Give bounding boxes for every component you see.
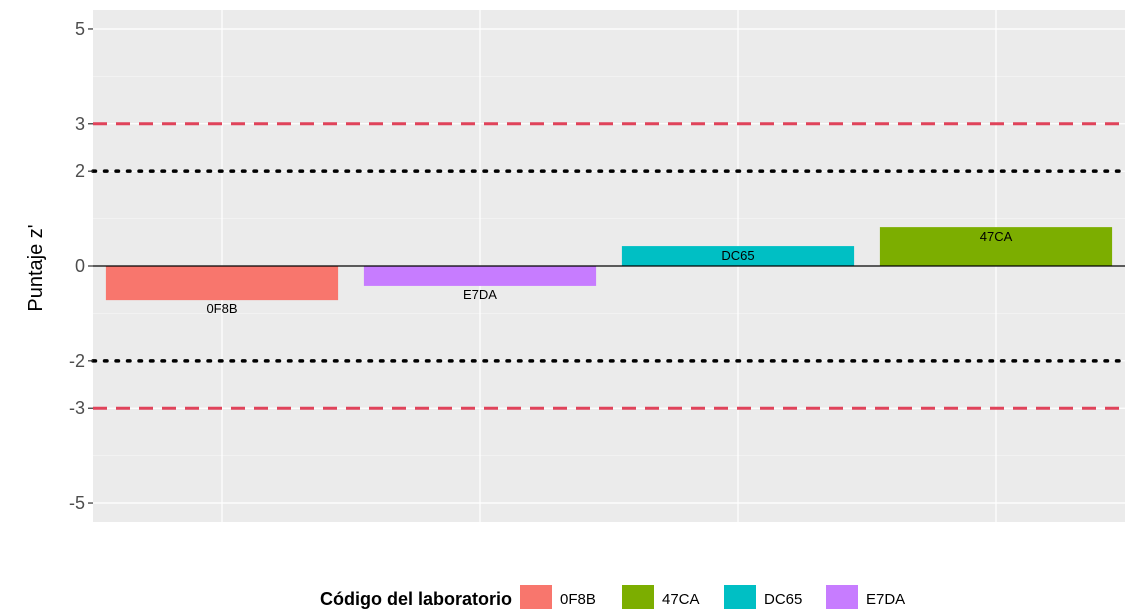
legend-label-dc65: DC65	[764, 591, 802, 608]
bar-e7da	[363, 266, 597, 286]
y-axis-ticks: -5 -3 -2 0 2 3 5	[69, 19, 93, 513]
y-tick-label: -3	[69, 398, 85, 418]
bar-label-0f8b: 0F8B	[206, 301, 237, 316]
bar-label-e7da: E7DA	[463, 287, 497, 302]
legend-label-0f8b: 0F8B	[560, 591, 596, 608]
bar-labels: 0F8B E7DA DC65 47CA	[206, 229, 1012, 316]
y-tick-label: -2	[69, 351, 85, 371]
legend-title: Código del laboratorio	[320, 589, 512, 609]
legend-label-47ca: 47CA	[662, 591, 700, 608]
legend: Código del laboratorio 0F8B 47CA DC65 E7DA	[320, 585, 905, 609]
y-tick-label: 5	[75, 19, 85, 39]
legend-key-0f8b	[520, 585, 552, 609]
y-tick-label: 2	[75, 161, 85, 181]
bar-dc65	[621, 246, 855, 266]
bar-label-dc65: DC65	[721, 248, 754, 263]
bars	[105, 227, 1113, 301]
reference-lines	[91, 122, 1125, 410]
bar-0f8b	[105, 266, 339, 301]
y-tick-label: 3	[75, 114, 85, 134]
legend-label-e7da: E7DA	[866, 591, 905, 608]
legend-key-e7da	[826, 585, 858, 609]
legend-key-dc65	[724, 585, 756, 609]
bar-47ca	[879, 227, 1113, 266]
y-tick-label: 0	[75, 256, 85, 276]
y-tick-label: -5	[69, 493, 85, 513]
legend-key-47ca	[622, 585, 654, 609]
bar-label-47ca: 47CA	[980, 229, 1013, 244]
y-axis-title: Puntaje z'	[25, 224, 47, 311]
